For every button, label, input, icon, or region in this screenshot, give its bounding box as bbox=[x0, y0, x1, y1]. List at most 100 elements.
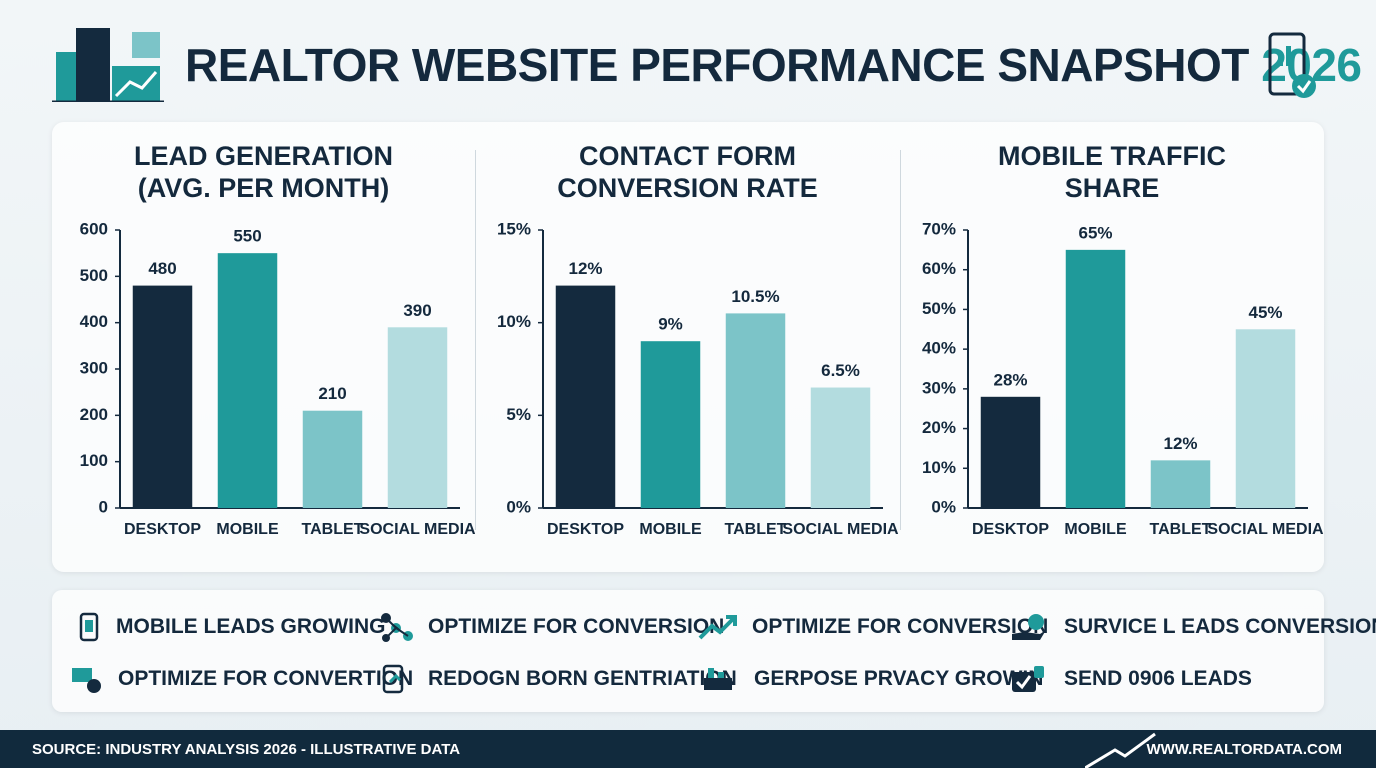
tip-text: OPTIMIZE FOR CONVERSION bbox=[752, 615, 1049, 638]
bar bbox=[980, 396, 1041, 508]
y-tick-label: 15% bbox=[497, 219, 531, 238]
value-label: 10.5% bbox=[731, 287, 779, 306]
footer: SOURCE: INDUSTRY ANALYSIS 2026 - ILLUSTR… bbox=[0, 730, 1376, 768]
x-tick-label: DESKTOP bbox=[547, 521, 624, 538]
y-tick-label: 10% bbox=[922, 458, 956, 477]
y-tick-label: 300 bbox=[80, 358, 108, 377]
chart: 0 100 200 300 400 500 600 DESKTOP 480 MOBILE 550 TA… bbox=[80, 219, 475, 538]
tip: SEND 0906 LEADS bbox=[1010, 664, 1252, 694]
value-label: 45% bbox=[1248, 303, 1282, 322]
tip: OPTIMIZE FOR CONVERSION bbox=[378, 612, 724, 642]
page-title: REALTOR WEBSITE PERFORMANCE SNAPSHOT 202… bbox=[185, 38, 1362, 92]
header-icon bbox=[52, 28, 164, 102]
y-tick-label: 100 bbox=[80, 451, 108, 470]
x-tick-label: MOBILE bbox=[639, 521, 702, 538]
x-tick-label: SOCIAL MEDIA bbox=[1207, 521, 1324, 538]
value-label: 12% bbox=[568, 259, 602, 278]
bar bbox=[810, 387, 871, 508]
tip-text: SEND 0906 LEADS bbox=[1064, 667, 1252, 690]
chart-title-block: MOBILE TRAFFIC SHARE bbox=[962, 140, 1262, 204]
bar bbox=[387, 327, 448, 508]
chart-title: CONTACT FORM CONVERSION RATE bbox=[557, 141, 818, 203]
tip-text: GERPOSE PRVACY GROWIN bbox=[754, 667, 1044, 690]
y-tick-label: 70% bbox=[922, 219, 956, 238]
tip-icon bbox=[1012, 614, 1046, 640]
tip-text: OPTIMIZE FOR CONVERSION bbox=[428, 615, 725, 638]
tip-icon bbox=[382, 664, 404, 694]
title-text: REALTOR WEBSITE PERFORMANCE SNAPSHOT bbox=[185, 39, 1249, 91]
y-tick-label: 0% bbox=[931, 497, 956, 516]
x-tick-label: TABLET bbox=[302, 521, 364, 538]
bar bbox=[302, 410, 363, 508]
chart-panel: LEAD GENERATION (AVG. PER MONTH) 0 100 200 3… bbox=[52, 122, 475, 572]
tip-icon bbox=[1012, 666, 1044, 692]
y-tick-label: 0 bbox=[99, 497, 108, 516]
tip: OPTIMIZE FOR CONVERTION bbox=[70, 664, 413, 694]
report-icon bbox=[1268, 32, 1316, 98]
x-tick-label: SOCIAL MEDIA bbox=[782, 521, 899, 538]
x-tick-label: SOCIAL MEDIA bbox=[359, 521, 475, 538]
chart-title-block: LEAD GENERATION (AVG. PER MONTH) bbox=[114, 140, 414, 204]
value-label: 12% bbox=[1163, 434, 1197, 453]
value-label: 6.5% bbox=[821, 361, 860, 380]
x-tick-label: TABLET bbox=[1150, 521, 1212, 538]
chart-title: MOBILE TRAFFIC SHARE bbox=[998, 141, 1226, 203]
y-tick-label: 40% bbox=[922, 339, 956, 358]
tip-text: REDOGN BORN GENTRIATION bbox=[428, 667, 737, 690]
x-tick-label: MOBILE bbox=[1064, 521, 1127, 538]
tip-icon bbox=[79, 612, 99, 642]
value-label: 210 bbox=[318, 384, 346, 403]
chart-title-block: CONTACT FORM CONVERSION RATE bbox=[538, 140, 838, 204]
tip-text: OPTIMIZE FOR CONVERTION bbox=[118, 667, 414, 690]
y-tick-label: 30% bbox=[922, 378, 956, 397]
divider bbox=[900, 150, 901, 530]
tip: OPTIMIZE FOR CONVERSION bbox=[698, 612, 1048, 642]
bar bbox=[725, 313, 786, 508]
footer-deco bbox=[1085, 732, 1156, 768]
tip-icon bbox=[704, 668, 732, 690]
chart-title: LEAD GENERATION bbox=[133, 141, 393, 171]
y-tick-label: 50% bbox=[922, 299, 956, 318]
x-tick-label: MOBILE bbox=[216, 521, 279, 538]
y-tick-label: 0% bbox=[506, 497, 531, 516]
bar bbox=[1235, 329, 1296, 508]
chart-panel: MOBILE TRAFFIC SHARE 0% 10% 20% 30% 40% 50% 60… bbox=[900, 122, 1324, 572]
value-label: 9% bbox=[658, 315, 683, 334]
tip-icon bbox=[698, 615, 737, 640]
tip: SURVICE L EADS CONVERSION bbox=[1010, 612, 1376, 642]
value-label: 390 bbox=[403, 301, 431, 320]
tip: REDOGN BORN GENTRIATION bbox=[380, 664, 737, 694]
tip-icon bbox=[381, 613, 413, 642]
x-tick-label: TABLET bbox=[725, 521, 787, 538]
chart: 0% 5% 10% 15% DESKTOP 12% MOBILE 9% TABLET 10.5% S… bbox=[497, 219, 899, 538]
tip: MOBILE LEADS GROWING bbox=[76, 612, 386, 642]
tip-text: MOBILE LEADS GROWING bbox=[116, 615, 386, 638]
footer-source: SOURCE: INDUSTRY ANALYSIS 2026 - ILLUSTR… bbox=[32, 741, 461, 758]
y-tick-label: 500 bbox=[80, 266, 108, 285]
chart-subtitle: (AVG. PER MONTH) bbox=[137, 173, 390, 203]
x-tick-label: DESKTOP bbox=[972, 521, 1049, 538]
y-tick-label: 5% bbox=[506, 405, 531, 424]
divider bbox=[475, 150, 476, 530]
tips-box: MOBILE LEADS GROWING OPTIMIZE FOR CONVER… bbox=[52, 590, 1376, 712]
bar bbox=[132, 285, 193, 508]
chart-panel: CONTACT FORM CONVERSION RATE 0% 5% 10% 15% D… bbox=[475, 122, 900, 572]
value-label: 28% bbox=[993, 370, 1027, 389]
bar bbox=[555, 285, 616, 508]
tip: GERPOSE PRVACY GROWIN bbox=[700, 664, 1043, 694]
tip-icon bbox=[72, 668, 101, 693]
charts-area: LEAD GENERATION (AVG. PER MONTH) 0 100 200 3… bbox=[52, 122, 1324, 572]
header: REALTOR WEBSITE PERFORMANCE SNAPSHOT 202… bbox=[0, 0, 1376, 110]
bar bbox=[1065, 249, 1126, 508]
bar bbox=[217, 253, 278, 508]
y-tick-label: 600 bbox=[80, 219, 108, 238]
y-tick-label: 400 bbox=[80, 312, 108, 331]
bar bbox=[1150, 460, 1211, 508]
tip-text: SURVICE L EADS CONVERSION bbox=[1064, 615, 1376, 638]
y-tick-label: 20% bbox=[922, 418, 956, 437]
x-tick-label: DESKTOP bbox=[124, 521, 201, 538]
bar bbox=[640, 341, 701, 508]
chart: 0% 10% 20% 30% 40% 50% 60% 70% DESKTOP 28% MOBILE 6… bbox=[922, 219, 1324, 538]
value-label: 480 bbox=[148, 259, 176, 278]
